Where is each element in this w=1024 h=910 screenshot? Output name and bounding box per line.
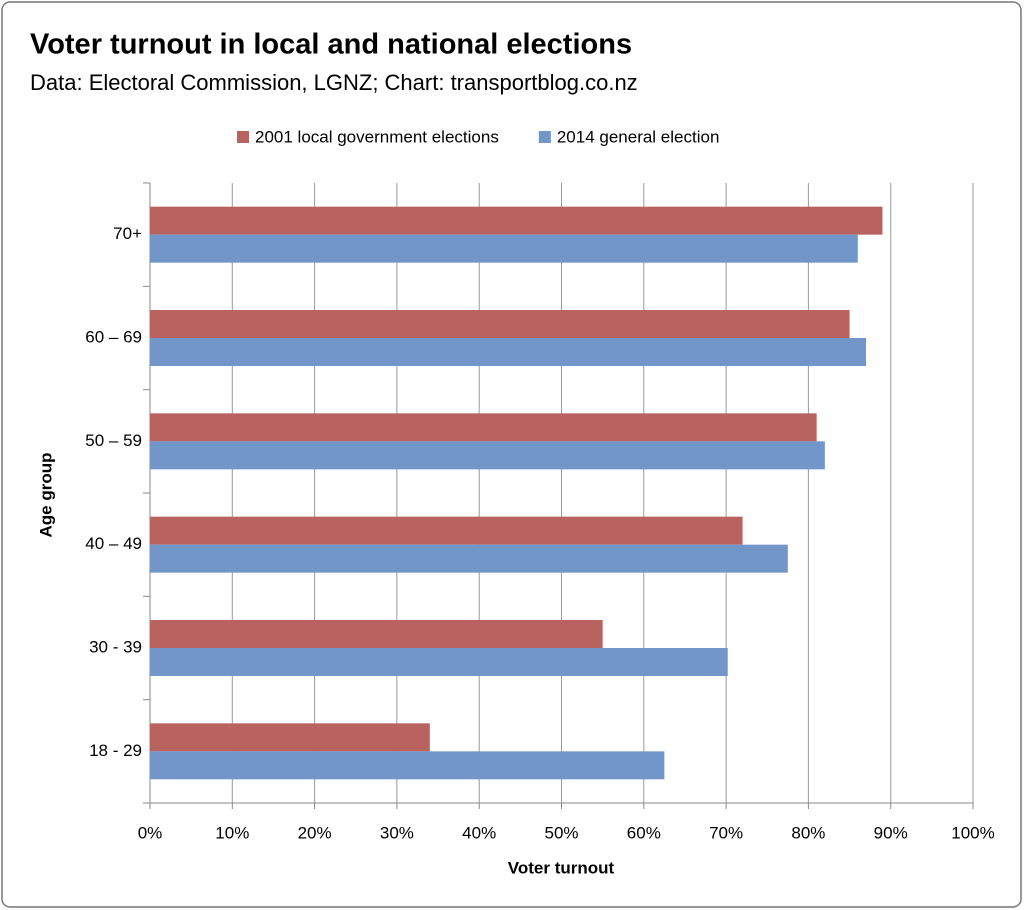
bar bbox=[150, 723, 430, 752]
x-tick-label: 0% bbox=[138, 823, 163, 842]
legend-label: 2014 general election bbox=[557, 127, 720, 146]
x-axis-label: Voter turnout bbox=[508, 858, 615, 877]
bar bbox=[150, 234, 858, 263]
x-tick-label: 100% bbox=[951, 823, 994, 842]
x-tick-label: 30% bbox=[380, 823, 414, 842]
y-tick-label: 60 – 69 bbox=[85, 327, 142, 346]
x-tick-label: 50% bbox=[544, 823, 578, 842]
bar bbox=[150, 544, 788, 573]
bar bbox=[150, 751, 665, 780]
y-tick-label: 40 – 49 bbox=[85, 534, 142, 553]
bar bbox=[150, 338, 867, 366]
x-tick-label: 20% bbox=[298, 823, 332, 842]
bar bbox=[150, 413, 817, 442]
bar bbox=[150, 620, 603, 648]
legend-swatch bbox=[538, 131, 551, 143]
x-tick-label: 80% bbox=[791, 823, 825, 842]
bar bbox=[150, 516, 743, 545]
chart-title: Voter turnout in local and national elec… bbox=[30, 29, 632, 61]
legend-swatch bbox=[237, 131, 249, 143]
legend-label: 2001 local government elections bbox=[255, 127, 499, 146]
y-axis-label: Age group bbox=[36, 453, 55, 538]
y-tick-label: 18 - 29 bbox=[89, 741, 142, 760]
x-tick-label: 10% bbox=[215, 823, 249, 842]
x-tick-label: 70% bbox=[709, 823, 743, 842]
bar bbox=[150, 206, 883, 235]
x-tick-label: 90% bbox=[874, 823, 908, 842]
bar bbox=[150, 441, 825, 470]
bar bbox=[150, 648, 728, 676]
x-tick-label: 40% bbox=[462, 823, 496, 842]
bar bbox=[150, 310, 850, 338]
y-tick-label: 70+ bbox=[113, 224, 142, 243]
x-tick-label: 60% bbox=[627, 823, 661, 842]
chart-subtitle: Data: Electoral Commission, LGNZ; Chart:… bbox=[30, 70, 638, 95]
y-tick-label: 50 – 59 bbox=[85, 431, 142, 450]
y-tick-label: 30 - 39 bbox=[89, 637, 142, 656]
